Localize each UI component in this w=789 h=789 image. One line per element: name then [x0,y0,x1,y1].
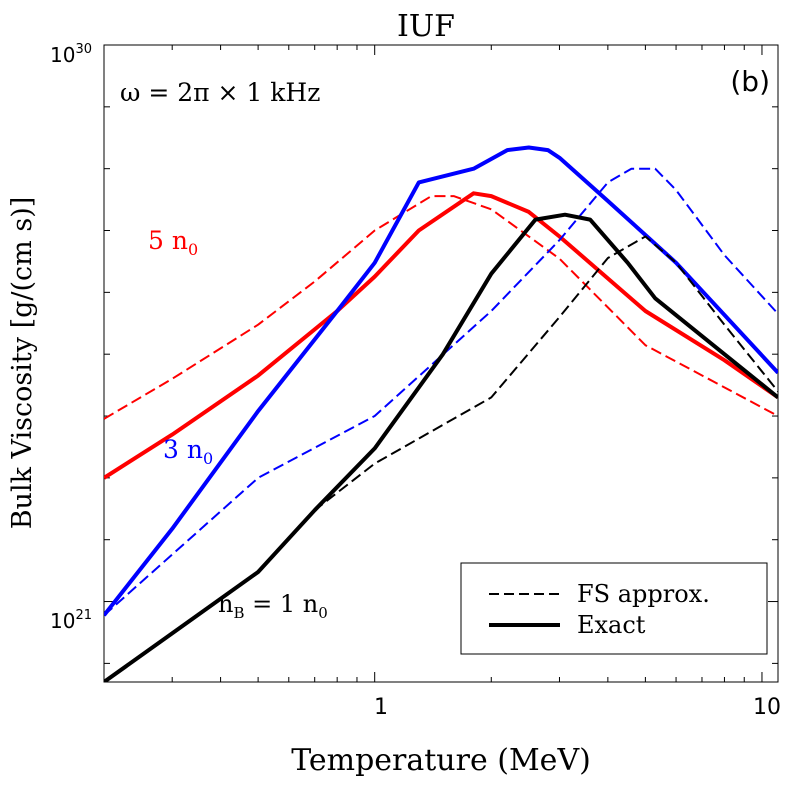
axis-ticks [103,44,778,682]
series-line-5n0-fs-approx [104,195,778,420]
legend-label-fs: FS approx. [577,580,710,608]
x-axis-label: Temperature (MeV) [291,743,591,778]
x-tick-label-10: 10 [753,695,781,720]
y-tick-label-1e21: 1021 [50,608,92,633]
y-axis-label: Bulk Viscosity [g/(cm s)] [7,197,38,530]
series-line-5n0-exact [104,191,778,480]
series-line-3n0-exact [104,145,778,617]
x-tick-label-1: 1 [374,695,388,720]
legend: FS approx. Exact [460,562,768,655]
chart-title: IUF [397,9,455,44]
plot-frame [103,44,779,683]
series-layer [104,145,778,682]
legend-label-exact: Exact [577,611,646,639]
series-line-1n0-exact [104,212,778,682]
omega-annotation: ω = 2π × 1 kHz [120,78,320,107]
panel-label: (b) [730,65,770,98]
label-1n0: nB = 1 n0 [218,590,328,622]
legend-box [460,562,768,655]
y-tick-label-1e30: 1030 [50,42,92,67]
series-line-3n0-fs-approx [104,167,778,617]
label-3n0: 3 n0 [163,435,213,468]
label-5n0: 5 n0 [148,226,198,259]
